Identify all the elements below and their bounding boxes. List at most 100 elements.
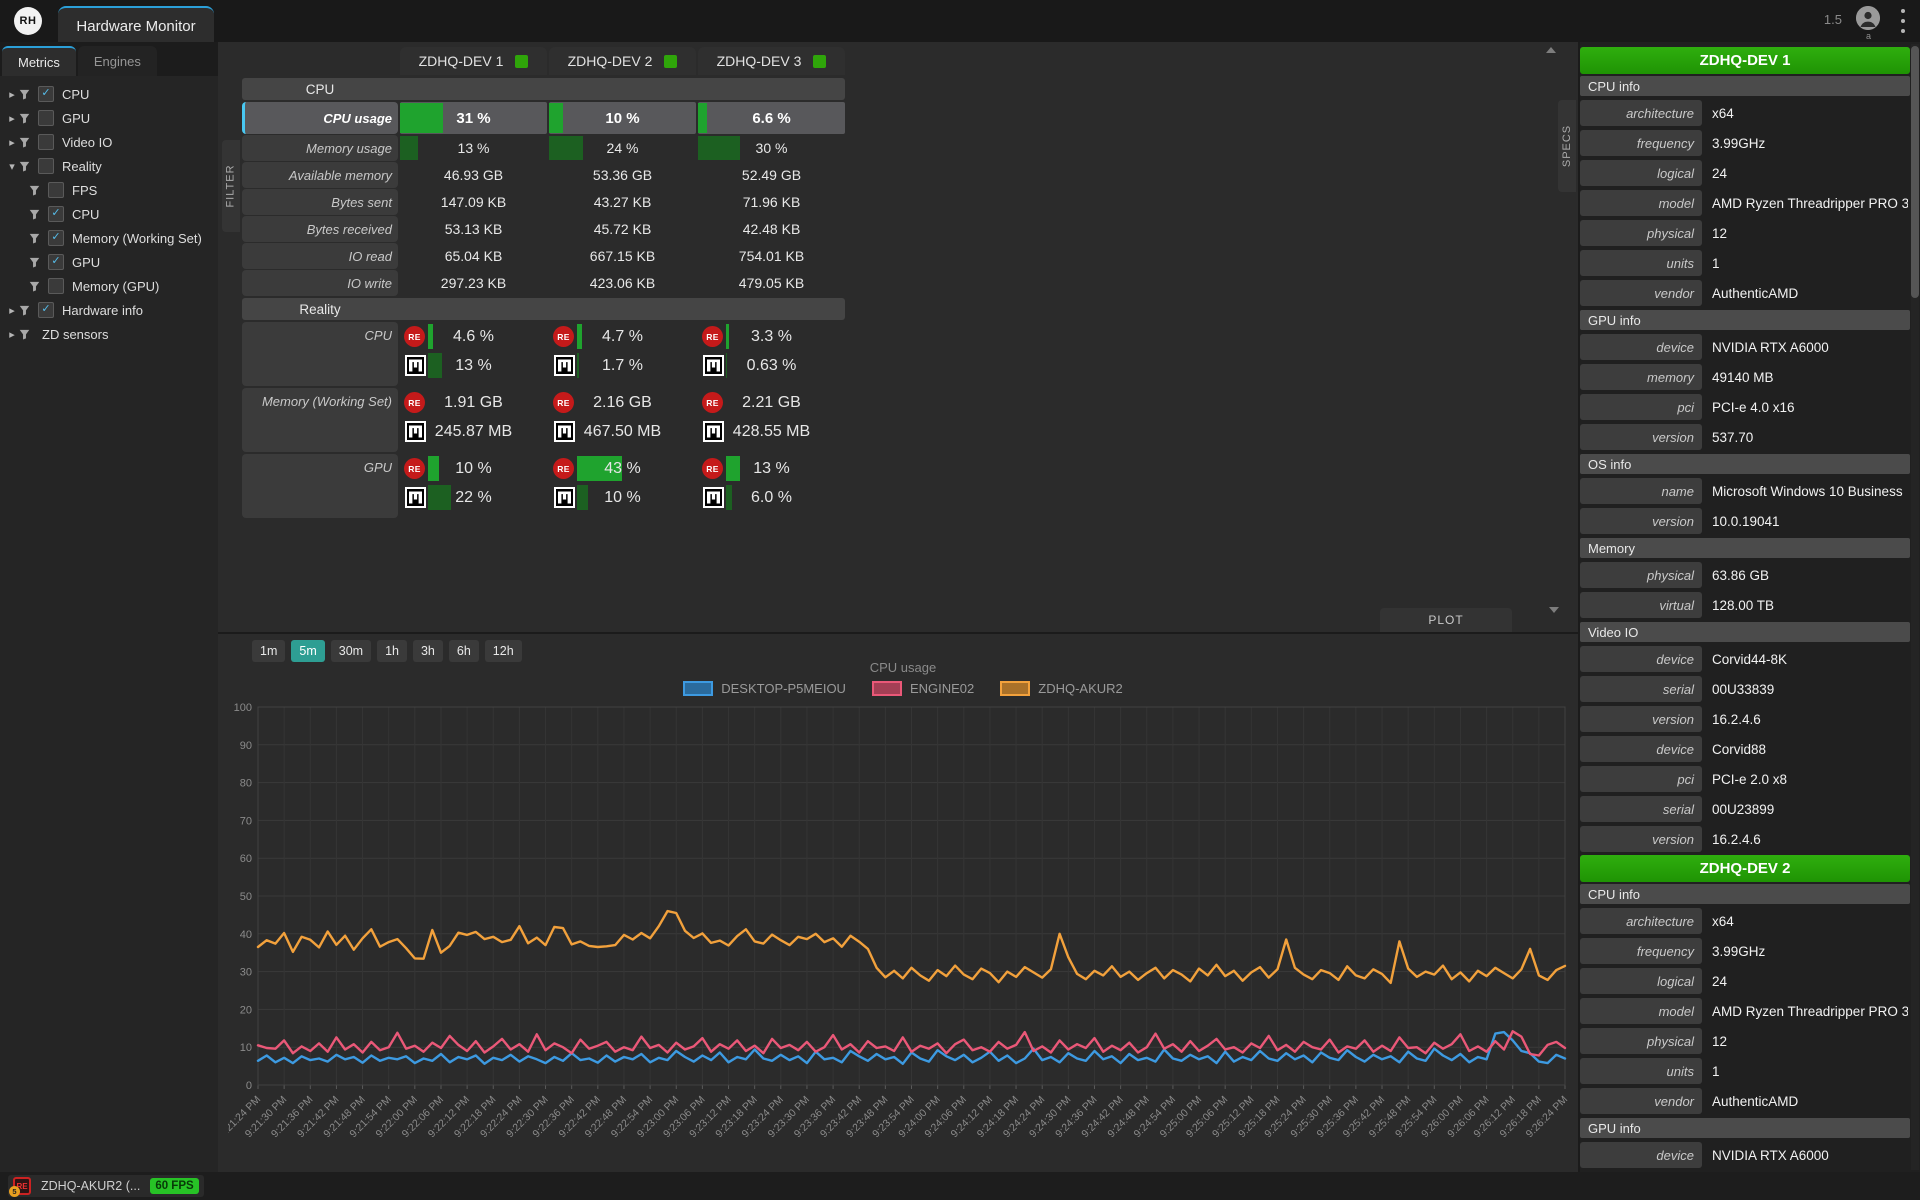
specs-key: device <box>1580 646 1702 672</box>
legend-item-zdhq-akur2[interactable]: ZDHQ-AKUR2 <box>1000 681 1123 696</box>
sidebar-item-memory-gpu[interactable]: Memory (GPU) <box>0 274 218 298</box>
sidebar-item-zd-sensors[interactable]: ▸ ZD sensors <box>0 322 218 346</box>
specs-tab[interactable]: SPECS <box>1558 100 1576 192</box>
specs-key: version <box>1580 508 1702 534</box>
range-button-1m[interactable]: 1m <box>252 640 286 662</box>
device-header-zdhq-dev-2[interactable]: ZDHQ-DEV 2 <box>549 47 696 75</box>
metric-row-cpu-usage[interactable]: CPU usage 31 % 10 % 6.6 % <box>242 102 845 134</box>
specs-scrollbar-thumb[interactable] <box>1911 46 1919 298</box>
chevron-down-icon[interactable]: ▾ <box>9 160 15 173</box>
legend-item-engine02[interactable]: ENGINE02 <box>871 681 974 696</box>
sidebar-tree: ▸ ✓ CPU ▸ GPU ▸ Video IO ▾ Reality FPS ✓ CPU ✓ Memory… <box>0 82 218 346</box>
metric-row-cpu[interactable]: CPU RE 4.6 % 13 % RE 4.7 % 1.7 % RE 3.3 % 0.63 % <box>242 322 845 386</box>
metric-subcell-monogram: 0.63 % <box>698 351 845 380</box>
filter-funnel-icon[interactable] <box>19 329 34 340</box>
re-engine-icon: RE <box>404 392 425 413</box>
filter-tab[interactable]: FILTER <box>222 140 240 232</box>
filter-funnel-icon[interactable] <box>29 233 44 244</box>
range-button-1h[interactable]: 1h <box>377 640 407 662</box>
checkbox[interactable] <box>48 182 64 198</box>
device-header-zdhq-dev-3[interactable]: ZDHQ-DEV 3 <box>698 47 845 75</box>
range-button-6h[interactable]: 6h <box>448 640 479 662</box>
sidebar-item-gpu[interactable]: ✓ GPU <box>0 250 218 274</box>
filter-funnel-icon[interactable] <box>19 305 34 316</box>
metric-row-io-write[interactable]: IO write 297.23 KB 423.06 KB 479.05 KB <box>242 270 845 296</box>
sidebar-tab-engines[interactable]: Engines <box>77 46 157 76</box>
panel-divider-horizontal[interactable] <box>218 632 1578 634</box>
sidebar-item-fps[interactable]: FPS <box>0 178 218 202</box>
metric-row-available-memory[interactable]: Available memory 46.93 GB 53.36 GB 52.49 GB <box>242 162 845 188</box>
device-header-zdhq-dev-1[interactable]: ZDHQ-DEV 1 <box>400 47 547 75</box>
collapse-down-icon[interactable] <box>1549 607 1559 613</box>
version-label: 1.5 <box>1823 12 1842 27</box>
metric-row-memory-working-set[interactable]: Memory (Working Set) RE 1.91 GB 245.87 MB RE… <box>242 388 845 452</box>
filter-funnel-icon[interactable] <box>29 209 44 220</box>
sidebar-item-gpu[interactable]: ▸ GPU <box>0 106 218 130</box>
checkbox[interactable] <box>38 110 54 126</box>
chevron-right-icon[interactable]: ▸ <box>9 136 15 149</box>
monogram-engine-icon <box>703 421 724 442</box>
plot-tab[interactable]: PLOT <box>1380 608 1512 632</box>
sidebar-item-video-io[interactable]: ▸ Video IO <box>0 130 218 154</box>
filter-funnel-icon[interactable] <box>19 89 34 100</box>
window-tab-hardware-monitor[interactable]: Hardware Monitor <box>58 6 214 44</box>
metric-subcell-monogram: 13 % <box>400 351 547 380</box>
filter-funnel-icon[interactable] <box>19 161 34 172</box>
specs-value: 1 <box>1712 1063 1720 1079</box>
value-bar <box>428 485 452 510</box>
checkbox[interactable]: ✓ <box>48 206 64 222</box>
metric-value-cell: 754.01 KB <box>698 243 845 269</box>
specs-key: frequency <box>1580 130 1702 156</box>
sidebar-item-cpu[interactable]: ✓ CPU <box>0 202 218 226</box>
metric-row-io-read[interactable]: IO read 65.04 KB 667.15 KB 754.01 KB <box>242 243 845 269</box>
engine-name-label: ZDHQ-AKUR2 (... <box>41 1179 141 1193</box>
range-button-3h[interactable]: 3h <box>412 640 443 662</box>
specs-row-name: name Microsoft Windows 10 Business <box>1580 476 1910 506</box>
chevron-right-icon[interactable]: ▸ <box>9 304 15 317</box>
panel-divider-vertical[interactable] <box>1578 42 1580 1172</box>
metric-row-bytes-received[interactable]: Bytes received 53.13 KB 45.72 KB 42.48 KB <box>242 216 845 242</box>
checkbox[interactable] <box>38 158 54 174</box>
filter-funnel-icon[interactable] <box>19 137 34 148</box>
checkbox[interactable]: ✓ <box>38 86 54 102</box>
legend-item-desktop-p5meiou[interactable]: DESKTOP-P5MEIOU <box>683 681 846 696</box>
sidebar-item-hardware-info[interactable]: ▸ ✓ Hardware info <box>0 298 218 322</box>
metric-row-bytes-sent[interactable]: Bytes sent 147.09 KB 43.27 KB 71.96 KB <box>242 189 845 215</box>
app-logo[interactable]: RH <box>14 7 42 35</box>
checkbox[interactable] <box>48 278 64 294</box>
chevron-right-icon[interactable]: ▸ <box>9 88 15 101</box>
range-button-5m[interactable]: 5m <box>291 640 325 662</box>
re-engine-icon: RE <box>404 326 425 347</box>
collapse-up-icon[interactable] <box>1546 47 1556 53</box>
sidebar-item-memory-working-set[interactable]: ✓ Memory (Working Set) <box>0 226 218 250</box>
metric-row-memory-usage[interactable]: Memory usage 13 % 24 % 30 % <box>242 135 845 161</box>
specs-row-logical: logical 24 <box>1580 158 1910 188</box>
chevron-right-icon[interactable]: ▸ <box>9 112 15 125</box>
checkbox[interactable] <box>38 134 54 150</box>
sidebar-tab-metrics[interactable]: Metrics <box>2 46 76 76</box>
metric-row-gpu[interactable]: GPU RE 10 % 22 % RE 43 % 10 % RE 13 % 6.0 % <box>242 454 845 518</box>
specs-value: Microsoft Windows 10 Business <box>1712 483 1903 499</box>
checkbox[interactable]: ✓ <box>48 254 64 270</box>
user-avatar-icon[interactable] <box>1856 6 1880 30</box>
specs-scrollbar-track[interactable] <box>1911 44 1919 1170</box>
chevron-right-icon[interactable]: ▸ <box>9 328 15 341</box>
engine-status-chip[interactable]: RE 5 ZDHQ-AKUR2 (... 60 FPS <box>8 1175 204 1197</box>
range-button-12h[interactable]: 12h <box>484 640 522 662</box>
specs-device-header-zdhq-dev-1[interactable]: ZDHQ-DEV 1 <box>1580 47 1910 74</box>
specs-key: version <box>1580 424 1702 450</box>
range-button-30m[interactable]: 30m <box>330 640 372 662</box>
filter-funnel-icon[interactable] <box>19 113 34 124</box>
sidebar-item-cpu[interactable]: ▸ ✓ CPU <box>0 82 218 106</box>
filter-funnel-icon[interactable] <box>29 185 44 196</box>
filter-funnel-icon[interactable] <box>29 281 44 292</box>
checkbox[interactable]: ✓ <box>48 230 64 246</box>
metric-subcell-monogram: 22 % <box>400 483 547 512</box>
menu-kebab-icon[interactable] <box>1900 9 1906 33</box>
specs-device-header-zdhq-dev-2[interactable]: ZDHQ-DEV 2 <box>1580 855 1910 882</box>
metric-value: 0.63 % <box>746 356 797 374</box>
sidebar-item-reality[interactable]: ▾ Reality <box>0 154 218 178</box>
filter-funnel-icon[interactable] <box>29 257 44 268</box>
checkbox[interactable]: ✓ <box>38 302 54 318</box>
